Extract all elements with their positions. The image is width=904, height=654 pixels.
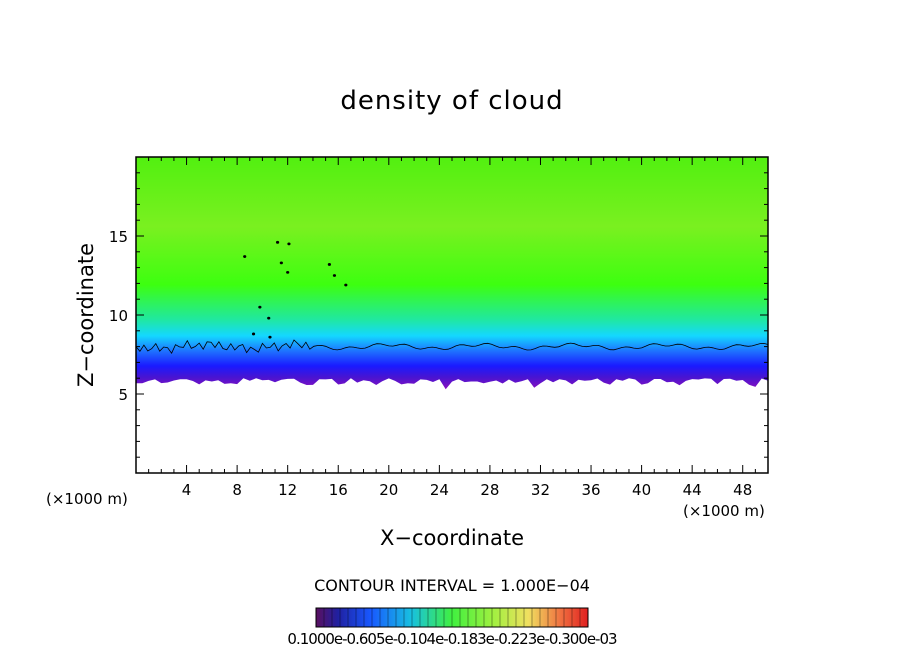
x-tick-label: 40 [632, 481, 651, 499]
contour-blob [286, 270, 290, 274]
x-tick-label: 48 [733, 481, 752, 499]
contour-line [135, 339, 769, 354]
contour-blob [327, 263, 331, 266]
y-axis-label: Z−coordinate [74, 243, 98, 387]
contour-blob [279, 261, 283, 265]
contour-blob [332, 274, 337, 277]
x-tick-label: 32 [531, 481, 550, 499]
x-tick-label: 36 [581, 481, 600, 499]
contour-interval-text: CONTOUR INTERVAL = 1.000E−04 [314, 576, 590, 595]
x-tick-label: 28 [480, 481, 499, 499]
y-unit-label: (×1000 m) [46, 490, 128, 508]
contour-blob [243, 255, 247, 258]
x-unit-label: (×1000 m) [683, 502, 765, 520]
contour-blob [344, 283, 348, 287]
contour-blob [268, 335, 272, 339]
contour-blob [258, 305, 262, 309]
x-tick-label: 20 [379, 481, 398, 499]
contour-blob [287, 242, 291, 246]
x-tick-label: 4 [182, 481, 192, 499]
contour-blob [267, 316, 271, 320]
x-tick-label: 8 [232, 481, 242, 499]
x-tick-label: 16 [329, 481, 348, 499]
contour-blob [275, 240, 280, 244]
colorbar-labels: 0.1000e-0.605e-0.104e-0.183e-0.223e-0.30… [287, 630, 617, 648]
x-tick-label: 24 [430, 481, 449, 499]
y-tick-label: 5 [118, 386, 128, 404]
chart-title: density of cloud [340, 86, 564, 116]
y-tick-label: 10 [109, 307, 128, 325]
x-tick-label: 12 [278, 481, 297, 499]
y-tick-label: 15 [109, 228, 128, 246]
contour-blob [251, 332, 256, 336]
x-tick-label: 44 [683, 481, 702, 499]
cloud-density-field [136, 157, 768, 390]
x-axis-label: X−coordinate [380, 526, 524, 550]
colorbar-frame [315, 607, 589, 628]
